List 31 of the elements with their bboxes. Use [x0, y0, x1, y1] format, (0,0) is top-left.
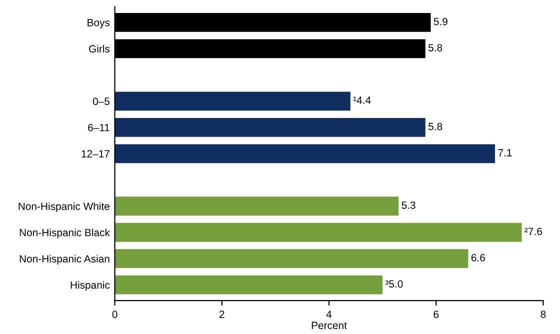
- x-tick-label: 6: [434, 310, 439, 318]
- bar: [114, 118, 426, 137]
- y-tick-label: 0–5: [92, 98, 110, 106]
- data-label: 7.1: [498, 149, 512, 156]
- data-label: 6.6: [471, 254, 485, 262]
- bar: [114, 92, 350, 111]
- x-tick-label: 0: [112, 310, 118, 318]
- data-label: ³5.0: [385, 280, 403, 288]
- bar: [114, 222, 522, 242]
- data-label: 5.3: [402, 202, 416, 209]
- y-tick-label: Girls: [89, 44, 110, 53]
- data-label: 5.8: [428, 122, 442, 130]
- bar: [114, 144, 496, 164]
- y-tick-label: Non-Hispanic White: [18, 202, 110, 212]
- x-tick-label: 8: [540, 310, 546, 318]
- y-tick-label: 12–17: [82, 150, 110, 158]
- y-tick-label: Non-Hispanic Black: [20, 228, 110, 238]
- data-label: ¹4.4: [354, 96, 371, 104]
- data-label: 5.9: [434, 18, 448, 26]
- x-tick-label: 2: [220, 310, 224, 318]
- bar: [114, 275, 383, 294]
- y-tick-label: Boys: [88, 19, 110, 28]
- data-label: ²7.6: [524, 228, 542, 236]
- data-label: 5.8: [428, 44, 442, 52]
- y-tick-label: Hispanic: [70, 281, 110, 291]
- x-axis-title: Percent: [312, 322, 347, 330]
- x-tick-label: 4: [326, 310, 332, 318]
- bar: [114, 249, 468, 268]
- y-tick-label: Non-Hispanic Asian: [20, 254, 110, 265]
- y-tick-label: 6–11: [88, 124, 110, 132]
- bar: [114, 196, 399, 216]
